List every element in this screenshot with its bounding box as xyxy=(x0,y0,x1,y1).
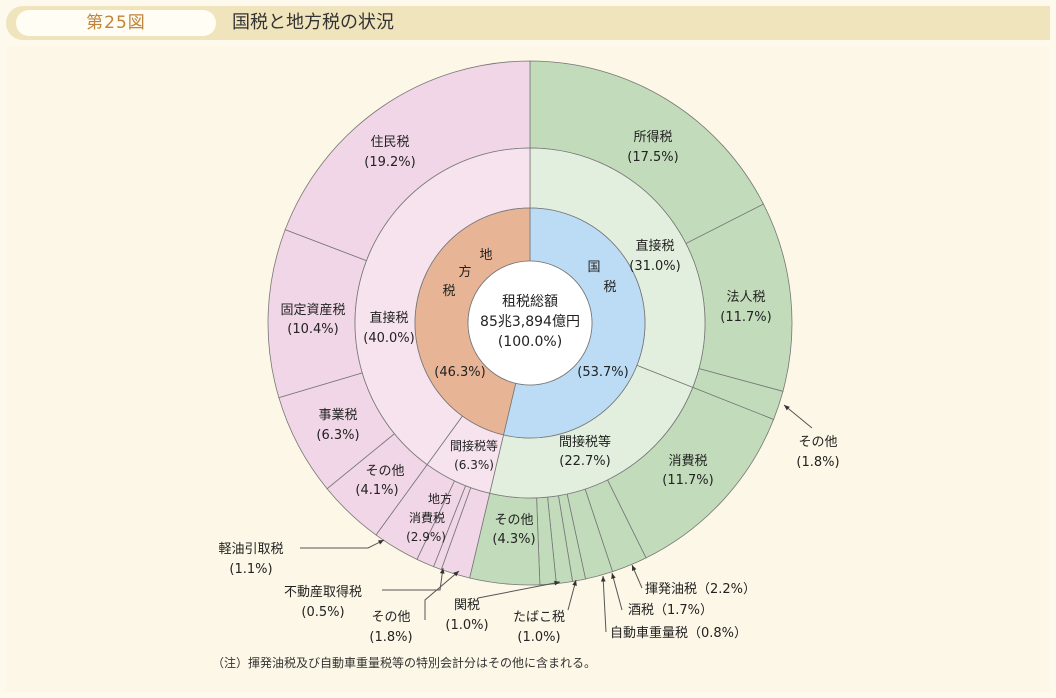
label-tabako-pct: (1.0%) xyxy=(517,630,560,645)
leader-fudosan-arrow xyxy=(439,568,445,574)
leader-tabako-arrow xyxy=(572,580,577,586)
label-keiyu: 軽油引取税 xyxy=(218,542,283,557)
label-kotei-pct: (10.4%) xyxy=(287,322,338,337)
label-kanzei-pct: (1.0%) xyxy=(445,618,488,633)
leader-sonota-national-1 xyxy=(783,404,813,429)
label-kokuzei-1: 国 xyxy=(587,260,600,275)
leader-keiyu xyxy=(300,539,385,549)
label-kokuzei-2: 税 xyxy=(603,280,616,295)
label-chiho-shohi-2: 消費税 xyxy=(409,510,445,525)
label-shohi-pct: (11.7%) xyxy=(662,473,713,488)
label-chihozei-3: 税 xyxy=(442,284,455,299)
leader-keiyu-arrow xyxy=(378,540,384,545)
label-sonota-national-2: その他 xyxy=(494,513,533,528)
label-center-amount: 85兆3,894億円 xyxy=(480,314,580,330)
label-jumin-pct: (19.2%) xyxy=(364,155,415,170)
label-local-direct-pct: (40.0%) xyxy=(363,331,414,346)
label-hojin-pct: (11.7%) xyxy=(720,310,771,325)
label-chihozei-pct: (46.3%) xyxy=(434,365,485,380)
label-shotoku: 所得税 xyxy=(633,129,672,145)
figure-header: 第25図 国税と地方税の状況 xyxy=(6,6,1050,40)
chart-labels: 所得税 (17.5%) 法人税 (11.7%) その他 (1.8%) 消費税 (… xyxy=(218,129,839,645)
label-jidosha: 自動車重量税（0.8%） xyxy=(610,625,747,641)
label-national-direct-pct: (31.0%) xyxy=(629,259,680,274)
label-sonota-national-1-pct: (1.8%) xyxy=(796,455,839,470)
leader-kanzei xyxy=(477,581,561,599)
label-chihozei-1: 地 xyxy=(479,248,492,263)
label-kanzei: 関税 xyxy=(454,598,480,613)
chart-rings xyxy=(267,60,793,586)
label-tabako: たばこ税 xyxy=(513,610,565,625)
label-sonota-local-2: その他 xyxy=(365,464,404,479)
leader-kihatsu-arrow xyxy=(632,565,637,571)
leader-sonota-local-1-arrow xyxy=(453,571,459,577)
label-shotoku-pct: (17.5%) xyxy=(627,150,678,165)
label-center-total: 租税総額 xyxy=(502,294,558,310)
label-hojin: 法人税 xyxy=(726,290,765,305)
leader-shuzei xyxy=(611,572,623,611)
label-sonota-local-1-pct: (1.8%) xyxy=(369,630,412,645)
leader-kanzei-arrow xyxy=(554,580,560,586)
label-sonota-national-1: その他 xyxy=(798,435,837,450)
leader-fudosan xyxy=(382,567,444,591)
label-local-indirect: 間接税等 xyxy=(450,438,498,453)
footnote: （注）揮発油税及び自動車重量税等の特別会計分はその他に含まれる。 xyxy=(212,656,597,670)
figure-number-badge: 第25図 xyxy=(16,10,216,36)
label-jigyo: 事業税 xyxy=(318,407,357,423)
label-chiho-shohi-1: 地方 xyxy=(428,491,452,506)
label-fudosan: 不動産取得税 xyxy=(284,584,362,600)
label-local-direct: 直接税 xyxy=(369,310,408,326)
label-chihozei-2: 方 xyxy=(458,264,471,280)
label-jigyo-pct: (6.3%) xyxy=(316,428,359,443)
leader-jidosha xyxy=(602,575,607,633)
center-circle xyxy=(467,260,593,386)
figure-title: 国税と地方税の状況 xyxy=(232,12,394,33)
label-kotei: 固定資産税 xyxy=(280,302,345,318)
label-sonota-national-2-pct: (4.3%) xyxy=(492,532,535,547)
label-keiyu-pct: (1.1%) xyxy=(229,562,272,577)
label-jumin: 住民税 xyxy=(370,135,409,150)
label-shohi: 消費税 xyxy=(668,454,707,469)
leader-sonota-local-1 xyxy=(424,570,460,620)
label-sonota-local-2-pct: (4.1%) xyxy=(355,483,398,498)
label-national-direct: 直接税 xyxy=(635,238,674,254)
leader-sonota-national-1-arrow xyxy=(784,405,790,411)
label-national-indirect: 間接税等 xyxy=(559,434,611,450)
leader-shuzei-arrow xyxy=(611,573,616,579)
label-kokuzei-pct: (53.7%) xyxy=(577,365,628,380)
label-national-indirect-pct: (22.7%) xyxy=(559,454,610,469)
label-local-indirect-pct: (6.3%) xyxy=(454,458,494,472)
label-shuzei: 酒税（1.7%） xyxy=(628,603,713,618)
label-chiho-shohi-pct: (2.9%) xyxy=(406,530,446,544)
label-kihatsu: 揮発油税（2.2%） xyxy=(645,582,756,597)
leader-jidosha-arrow xyxy=(600,576,606,582)
label-fudosan-pct: (0.5%) xyxy=(301,605,344,620)
label-center-pct: (100.0%) xyxy=(498,334,562,350)
label-sonota-local-1: その他 xyxy=(371,610,410,625)
chart-leader-lines xyxy=(300,404,813,633)
